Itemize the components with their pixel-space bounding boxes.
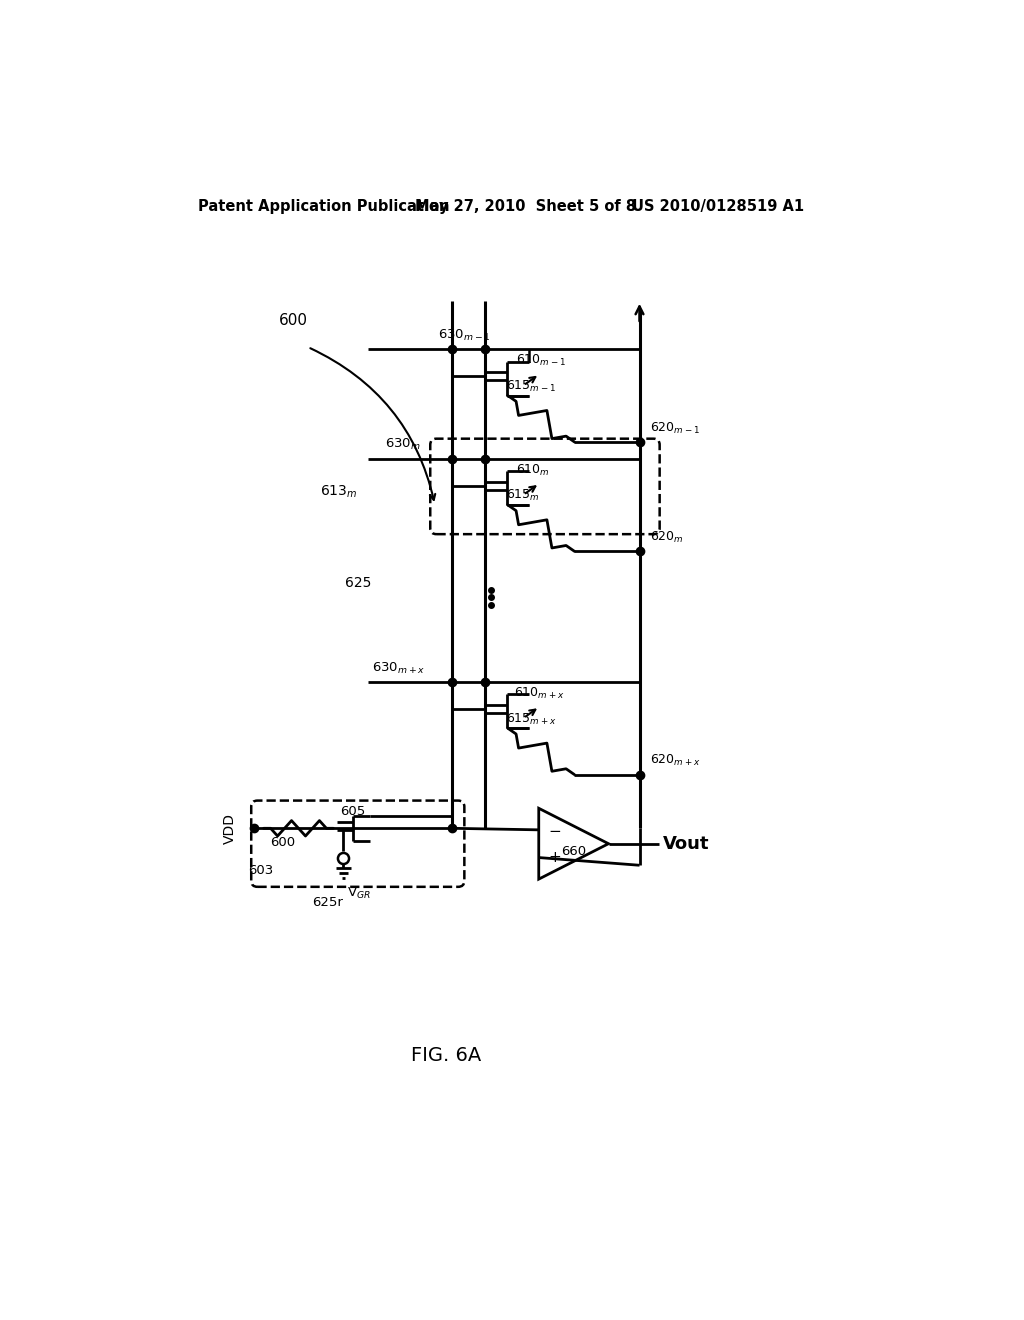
Text: VDD: VDD <box>222 813 237 843</box>
Text: 610$_{m-1}$: 610$_{m-1}$ <box>515 354 565 368</box>
Text: US 2010/0128519 A1: US 2010/0128519 A1 <box>632 198 804 214</box>
Text: 610$_{m}$: 610$_{m}$ <box>515 463 550 478</box>
Text: 613$_{m}$: 613$_{m}$ <box>321 483 357 500</box>
Text: 660: 660 <box>561 845 586 858</box>
Text: 630$_{m-1}$: 630$_{m-1}$ <box>438 327 490 343</box>
Text: 615$_{m+x}$: 615$_{m+x}$ <box>506 711 557 726</box>
Text: 603: 603 <box>248 865 273 878</box>
Text: 615$_{m-1}$: 615$_{m-1}$ <box>506 379 556 393</box>
Text: 620$_{m+x}$: 620$_{m+x}$ <box>650 754 700 768</box>
Text: FIG. 6A: FIG. 6A <box>411 1045 481 1065</box>
Text: 620$_{m-1}$: 620$_{m-1}$ <box>650 421 700 436</box>
Text: $+$: $+$ <box>548 850 561 865</box>
Text: 600: 600 <box>270 836 295 849</box>
Text: Patent Application Publication: Patent Application Publication <box>198 198 450 214</box>
Text: 610$_{m+x}$: 610$_{m+x}$ <box>514 686 564 701</box>
Text: 605: 605 <box>340 805 366 818</box>
Text: V$_{GR}$: V$_{GR}$ <box>346 886 371 902</box>
Text: 625r: 625r <box>312 896 343 909</box>
Text: 630$_{m}$: 630$_{m}$ <box>385 437 421 453</box>
Text: May 27, 2010  Sheet 5 of 8: May 27, 2010 Sheet 5 of 8 <box>415 198 636 214</box>
Text: 600: 600 <box>280 313 308 327</box>
Text: 620$_{m}$: 620$_{m}$ <box>650 529 684 545</box>
Text: 615$_{m}$: 615$_{m}$ <box>506 488 540 503</box>
Text: Vout: Vout <box>663 834 710 853</box>
Text: $-$: $-$ <box>548 822 561 837</box>
Text: 625: 625 <box>345 577 372 590</box>
Text: 630$_{m+x}$: 630$_{m+x}$ <box>372 660 426 676</box>
